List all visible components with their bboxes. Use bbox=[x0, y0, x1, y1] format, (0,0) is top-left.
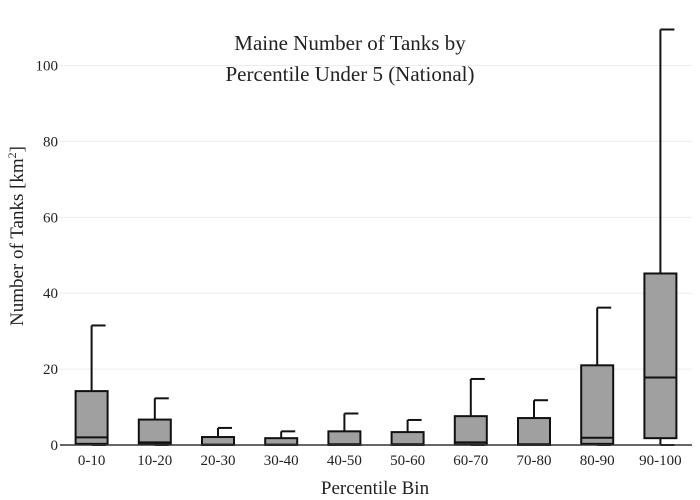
box-0-10 bbox=[74, 324, 109, 446]
x-tick-label: 60-70 bbox=[453, 453, 488, 469]
x-tick-label: 80-90 bbox=[580, 453, 615, 469]
x-tick-label: 50-60 bbox=[390, 453, 425, 469]
x-tick-label: 40-50 bbox=[327, 453, 362, 469]
y-axis-title-suffix: ] bbox=[7, 146, 28, 152]
iqr-box bbox=[453, 415, 488, 446]
y-axis-title-main: Number of Tanks [km bbox=[7, 158, 28, 326]
iqr-box bbox=[580, 364, 615, 445]
x-axis-title: Percentile Bin bbox=[321, 478, 430, 499]
y-tick-label: 40 bbox=[43, 286, 58, 302]
box-80-90 bbox=[580, 306, 615, 446]
y-tick-label: 100 bbox=[36, 59, 59, 75]
iqr-box bbox=[643, 272, 678, 440]
chart-title-line-2: Percentile Under 5 (National) bbox=[226, 62, 475, 86]
y-tick-label: 80 bbox=[43, 134, 58, 150]
y-tick-label: 20 bbox=[43, 362, 58, 378]
iqr-box bbox=[137, 418, 172, 446]
x-tick-label: 10-20 bbox=[137, 453, 172, 469]
x-tick-label: 20-30 bbox=[201, 453, 236, 469]
box-50-60 bbox=[390, 418, 425, 446]
y-axis-ticks: 0 20 40 60 80 100 bbox=[36, 59, 59, 454]
x-tick-label: 30-40 bbox=[264, 453, 299, 469]
box-40-50 bbox=[327, 412, 362, 447]
y-axis-title-superscript: 2 bbox=[5, 152, 19, 158]
box-70-80 bbox=[517, 399, 551, 447]
x-axis-ticks: 0-10 10-20 20-30 30-40 40-50 50-60 60-70 70-80 8… bbox=[78, 453, 682, 469]
box-30-40 bbox=[264, 430, 299, 447]
box-60-70 bbox=[453, 377, 488, 446]
iqr-box bbox=[517, 417, 551, 447]
x-tick-label: 70-80 bbox=[517, 453, 552, 469]
y-tick-label: 0 bbox=[51, 438, 59, 454]
box-10-20 bbox=[137, 397, 172, 446]
iqr-box bbox=[74, 390, 109, 445]
iqr-box bbox=[327, 430, 362, 447]
iqr-box bbox=[390, 431, 425, 446]
y-axis-title: Number of Tanks [km2] bbox=[5, 146, 28, 326]
y-tick-label: 60 bbox=[43, 210, 58, 226]
box-90-100 bbox=[643, 28, 678, 446]
x-tick-label: 90-100 bbox=[639, 453, 682, 469]
box-20-30 bbox=[201, 426, 235, 446]
x-tick-label: 0-10 bbox=[78, 453, 106, 469]
box-series bbox=[74, 28, 678, 447]
chart-title-line-1: Maine Number of Tanks by bbox=[234, 31, 466, 55]
